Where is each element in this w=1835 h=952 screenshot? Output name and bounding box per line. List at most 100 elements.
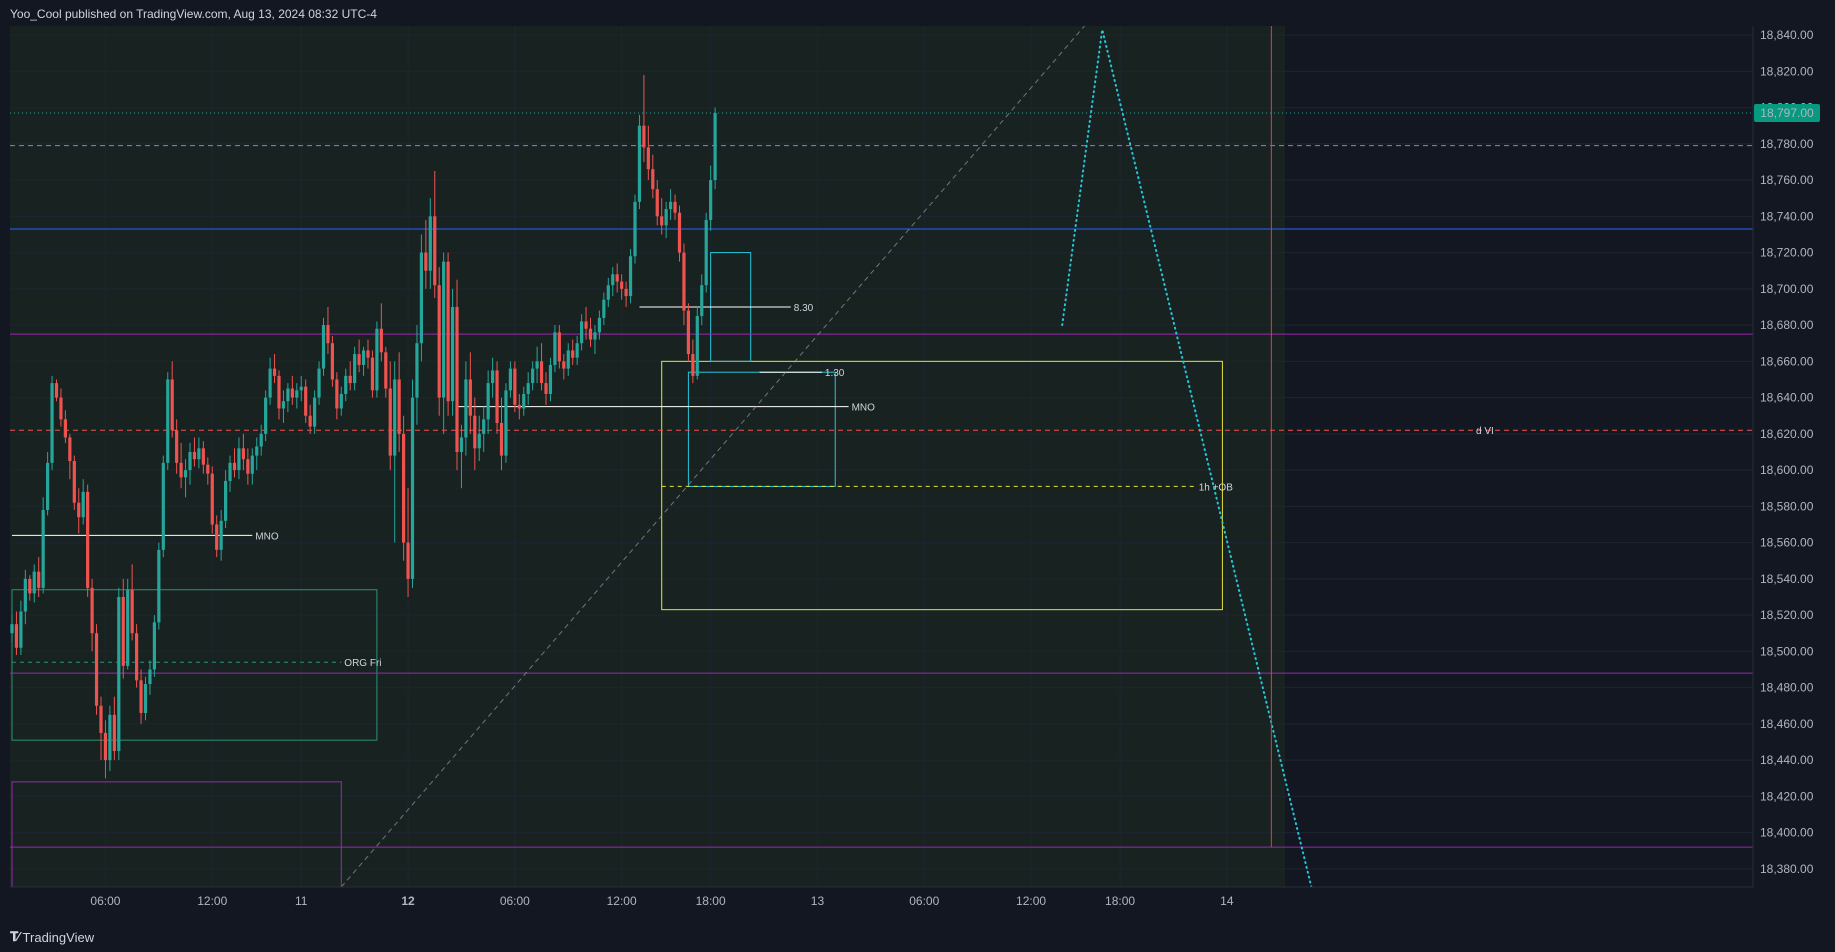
candle: [468, 352, 472, 434]
candle: [361, 346, 366, 376]
candle: [486, 370, 490, 434]
candle-body: [388, 388, 392, 456]
candle: [330, 335, 334, 387]
price-tick-label: 18,520.00: [1760, 608, 1814, 622]
price-tick-label: 18,720.00: [1760, 246, 1814, 260]
candle: [655, 180, 659, 226]
annotation-label: 8.30: [794, 303, 814, 314]
candle-body: [473, 415, 477, 449]
candle: [673, 194, 677, 220]
candle-body: [183, 470, 188, 478]
candle-body: [499, 422, 504, 456]
candle: [606, 277, 610, 307]
candle-body: [571, 350, 575, 358]
time-tick-label: 11: [295, 894, 308, 908]
candle: [112, 696, 116, 761]
candle: [544, 372, 548, 405]
candle: [183, 459, 188, 498]
candle-body: [597, 317, 601, 333]
candle-body: [357, 354, 361, 365]
price-tick-label: 18,580.00: [1760, 499, 1814, 513]
candle: [562, 354, 566, 380]
candle: [700, 274, 704, 326]
candle: [633, 194, 637, 264]
footer-bar: 𝐓⁄ TradingView: [0, 920, 1835, 952]
candle: [513, 361, 517, 413]
candle: [304, 379, 308, 423]
annotation-label: MNO: [255, 531, 279, 542]
candle-body: [135, 633, 139, 681]
tradingview-brand[interactable]: 𝐓⁄ TradingView: [10, 929, 94, 945]
candle-body: [522, 393, 526, 409]
candle: [455, 279, 459, 471]
candle-body: [419, 252, 423, 344]
candle: [50, 375, 54, 471]
trend-line: [340, 26, 1085, 887]
candle-body: [628, 256, 633, 297]
price-tick-label: 18,740.00: [1760, 209, 1814, 223]
candle: [709, 165, 713, 231]
candle: [161, 455, 165, 558]
candle-body: [264, 397, 268, 434]
candle: [197, 437, 201, 469]
annotation-label: 1h +OB: [1199, 482, 1234, 493]
candle: [63, 410, 67, 443]
candle: [548, 357, 553, 402]
candle-body: [126, 589, 130, 666]
candle-body: [295, 390, 299, 398]
candle-body: [59, 397, 63, 420]
candle-body: [157, 549, 161, 623]
price-badge-label: 18,797.00: [1760, 106, 1814, 120]
price-tick-label: 18,780.00: [1760, 137, 1814, 151]
candle: [611, 267, 615, 297]
time-tick-label: 18:00: [1105, 894, 1135, 908]
candle: [669, 189, 673, 220]
candle: [286, 383, 290, 413]
candle: [482, 406, 486, 452]
price-tick-label: 18,480.00: [1760, 681, 1814, 695]
candle-body: [37, 571, 41, 588]
candle: [664, 201, 668, 239]
candle: [281, 390, 286, 423]
candle-body: [366, 350, 370, 358]
candle: [557, 325, 561, 369]
candle-body: [10, 624, 14, 634]
time-axis[interactable]: 06:00 12:00 11 12 06:00 12:00 18:00 13 06:00 12:0…: [10, 886, 1753, 908]
time-tick-label: 12:00: [1016, 894, 1046, 908]
candle: [90, 578, 94, 652]
time-tick-label: 12: [401, 894, 415, 908]
candle: [384, 346, 388, 398]
candle: [522, 386, 526, 416]
candle-body: [335, 379, 339, 409]
ob-zone-box: [661, 360, 1223, 611]
candle-body: [526, 383, 530, 394]
candle: [32, 564, 36, 603]
time-tick-label: 06:00: [500, 894, 530, 908]
candle-body: [651, 169, 655, 190]
annotation-labels: d VI MNO 8.30 1.30 MNO 1h +OB ORG Fri: [255, 303, 1493, 669]
candle: [28, 575, 32, 601]
candle: [620, 274, 624, 300]
price-tick-label: 18,400.00: [1760, 826, 1814, 840]
candle-body: [557, 332, 561, 362]
candle: [464, 361, 468, 456]
price-axis[interactable]: 18,380.00 18,400.00 18,420.00 18,440.00 18,4…: [1752, 26, 1814, 887]
candle: [54, 379, 59, 402]
org-range-box: [11, 589, 378, 741]
candle-body: [455, 306, 459, 452]
candle-body: [32, 571, 36, 594]
price-tick-label: 18,500.00: [1760, 644, 1814, 658]
candle: [46, 451, 50, 516]
candle: [397, 352, 401, 452]
candle: [628, 248, 633, 304]
candle: [175, 419, 179, 474]
candle-body: [464, 379, 468, 438]
candle: [375, 321, 379, 398]
candle-body: [517, 404, 521, 409]
candle: [166, 372, 170, 471]
candle-body: [317, 368, 321, 398]
time-tick-label: 12:00: [197, 894, 227, 908]
candle-body: [584, 321, 588, 329]
price-tick-label: 18,680.00: [1760, 318, 1814, 332]
